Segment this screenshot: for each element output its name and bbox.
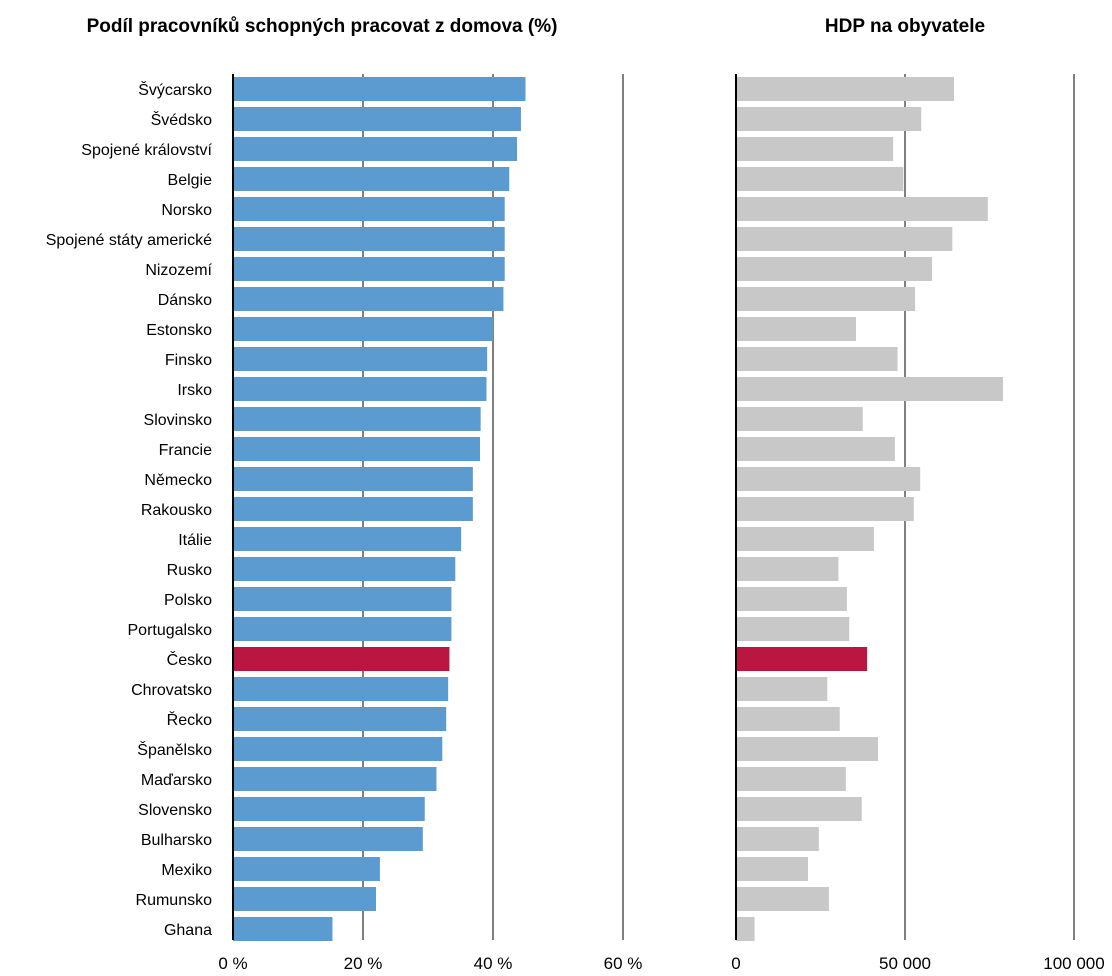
right-bar — [736, 467, 921, 491]
left-bar — [233, 407, 481, 431]
right-bar — [736, 617, 850, 641]
category-label: Švédsko — [151, 110, 212, 129]
category-label: Česko — [167, 650, 212, 669]
right-chart-panel: 0 50 000 100 000 — [731, 74, 1105, 973]
right-bar — [736, 677, 828, 701]
left-bar — [233, 77, 526, 101]
left-tick-label: 0 % — [218, 954, 247, 973]
left-bar — [233, 797, 425, 821]
right-bar — [736, 107, 922, 131]
category-label: Nizozemí — [145, 262, 212, 279]
left-bar — [233, 857, 380, 881]
category-label: Finsko — [165, 352, 212, 369]
left-bar — [233, 767, 437, 791]
right-bar — [736, 737, 878, 761]
right-bar — [736, 77, 955, 101]
left-bar — [233, 707, 447, 731]
right-bar — [736, 167, 904, 191]
left-bar — [233, 617, 452, 641]
left-bar — [233, 647, 450, 671]
right-bar — [736, 317, 856, 341]
category-label: Švýcarsko — [138, 80, 212, 99]
right-bar — [736, 767, 846, 791]
right-bar — [736, 917, 755, 941]
category-label: Polsko — [164, 592, 212, 609]
right-bar — [736, 707, 840, 731]
right-bar — [736, 887, 829, 911]
category-label: Bulharsko — [141, 832, 212, 849]
category-label: Rakousko — [141, 502, 212, 519]
right-bar — [736, 197, 988, 221]
left-tick-label: 20 % — [344, 954, 383, 973]
left-bar — [233, 557, 456, 581]
left-bar — [233, 377, 487, 401]
category-label: Belgie — [168, 172, 213, 189]
left-bar — [233, 227, 505, 251]
left-tick-label: 40 % — [474, 954, 513, 973]
category-label: Itálie — [178, 532, 212, 549]
category-label: Slovinsko — [144, 412, 213, 429]
category-label: Norsko — [161, 202, 212, 219]
left-bar — [233, 827, 423, 851]
left-bar — [233, 347, 488, 371]
left-tick-label: 60 % — [604, 954, 643, 973]
category-label: Spojené státy americké — [46, 232, 212, 249]
category-label: Mexiko — [161, 862, 212, 879]
right-chart-title: HDP na obyvatele — [825, 16, 985, 37]
category-label: Slovensko — [138, 802, 212, 819]
left-bar — [233, 917, 333, 941]
left-bar — [233, 497, 473, 521]
category-label: Rumunsko — [136, 892, 213, 909]
right-bar — [736, 827, 819, 851]
left-bar — [233, 287, 504, 311]
left-chart-title: Podíl pracovníků schopných pracovat z do… — [87, 16, 558, 37]
category-label: Rusko — [167, 562, 212, 579]
left-bar — [233, 167, 510, 191]
left-bar — [233, 887, 376, 911]
left-bar — [233, 137, 518, 161]
category-label: Ghana — [164, 922, 212, 939]
right-bar — [736, 437, 895, 461]
category-label: Španělsko — [137, 740, 212, 759]
right-bar — [736, 227, 953, 251]
right-bar — [736, 287, 916, 311]
right-bar — [736, 257, 933, 281]
right-bar — [736, 497, 914, 521]
right-bar — [736, 347, 898, 371]
category-label: Německo — [144, 472, 212, 489]
left-bar — [233, 437, 480, 461]
right-bar — [736, 857, 808, 881]
left-bar — [233, 257, 505, 281]
category-label: Dánsko — [158, 292, 212, 309]
right-tick-label: 50 000 — [879, 954, 931, 973]
category-label: Řecko — [167, 710, 212, 729]
category-label: Maďarsko — [141, 772, 212, 789]
left-chart-panel: Švýcarsko Švédsko Spojené království Belgie… — [46, 74, 643, 973]
category-label: Francie — [159, 442, 212, 459]
left-bar — [233, 467, 473, 491]
right-bar — [736, 407, 863, 431]
right-bar — [736, 647, 868, 671]
right-bar — [736, 377, 1004, 401]
right-bar — [736, 137, 894, 161]
left-bar — [233, 587, 452, 611]
right-bar — [736, 527, 874, 551]
category-label: Irsko — [177, 382, 212, 399]
left-bar — [233, 107, 521, 131]
right-bar — [736, 557, 839, 581]
category-label: Portugalsko — [128, 622, 213, 639]
right-bar — [736, 587, 847, 611]
left-bar — [233, 317, 493, 341]
right-tick-label: 100 000 — [1043, 954, 1104, 973]
right-bar — [736, 797, 862, 821]
left-bar — [233, 197, 505, 221]
left-bar — [233, 737, 443, 761]
category-label: Chrovatsko — [131, 682, 212, 699]
left-bar — [233, 677, 449, 701]
category-label: Spojené království — [81, 142, 212, 159]
right-tick-label: 0 — [731, 954, 740, 973]
left-bar — [233, 527, 462, 551]
category-label: Estonsko — [146, 322, 212, 339]
